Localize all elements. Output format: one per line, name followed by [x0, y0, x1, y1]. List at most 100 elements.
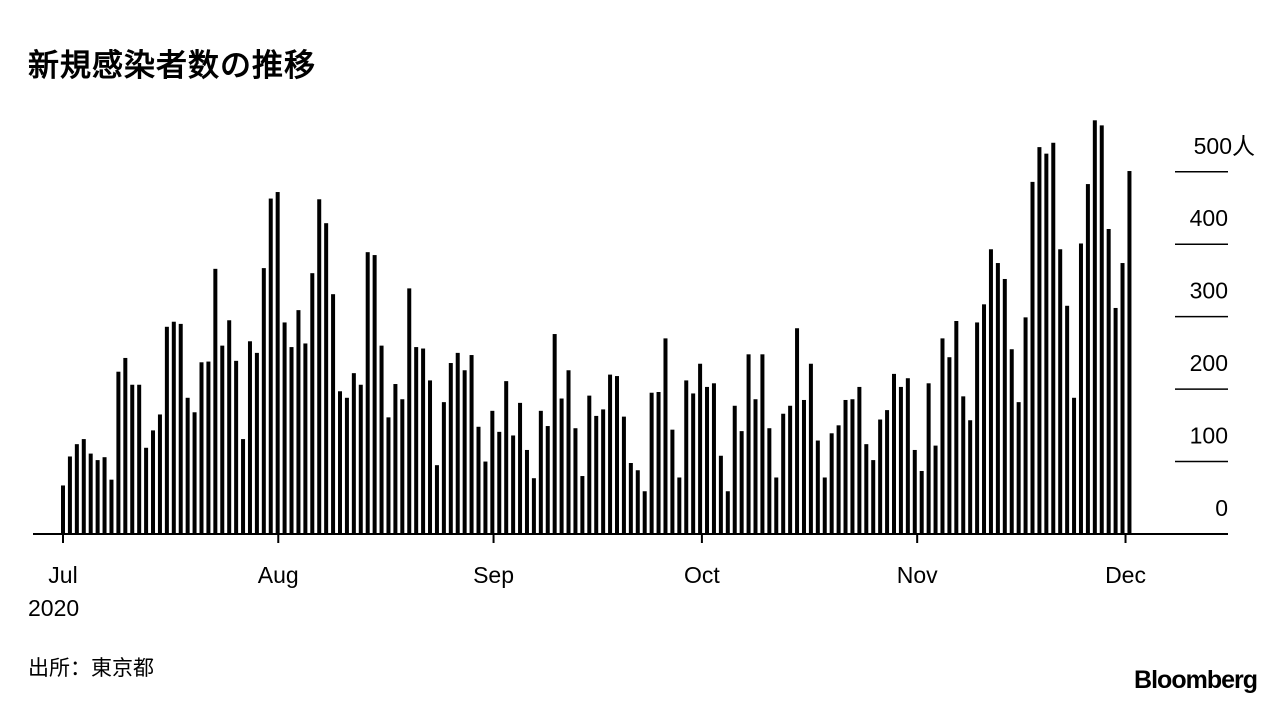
bar: [511, 435, 516, 534]
bar: [677, 477, 682, 534]
bar: [393, 384, 398, 534]
bar: [81, 439, 86, 534]
y-ticks: 0 100 200 300 400 500人: [1190, 133, 1255, 521]
bar: [67, 456, 72, 534]
bar: [566, 370, 571, 534]
y-tick-label: 200: [1190, 350, 1228, 376]
bar: [580, 476, 585, 534]
x-ticks: Jul Aug Sep Oct Nov Dec: [48, 534, 1146, 588]
bar: [254, 352, 259, 535]
bar: [95, 460, 100, 534]
bar: [469, 355, 474, 534]
bar: [905, 378, 910, 534]
bloomberg-logo: Bloomberg: [1134, 666, 1258, 694]
chart-title: 新規感染者数の推移: [28, 48, 316, 83]
bar: [573, 428, 578, 534]
x-tick-label: Dec: [1105, 562, 1146, 588]
bar: [213, 268, 218, 534]
bar: [1037, 147, 1042, 534]
bar: [718, 455, 723, 534]
bar: [365, 252, 370, 535]
bar: [282, 322, 287, 534]
bar: [822, 477, 827, 534]
x-year-label: 2020: [28, 595, 79, 621]
bar: [1058, 249, 1063, 534]
bar: [1099, 125, 1104, 534]
bar: [836, 425, 841, 534]
bar: [926, 383, 931, 534]
gridlines: [1175, 171, 1228, 463]
y-tick-label: 400: [1190, 205, 1228, 231]
bar: [850, 399, 855, 534]
bar: [1016, 402, 1021, 534]
bar: [767, 428, 772, 534]
bar: [1085, 184, 1090, 534]
bar: [968, 420, 973, 534]
bar: [185, 397, 190, 534]
bar: [524, 449, 529, 534]
bar: [455, 352, 460, 535]
bar: [864, 444, 869, 534]
bar: [857, 386, 862, 534]
bar: [954, 321, 959, 534]
bar: [289, 347, 294, 534]
bar: [670, 429, 675, 534]
bar: [801, 399, 806, 534]
x-tick-label: Oct: [684, 562, 720, 588]
bar: [344, 397, 349, 534]
bar: [698, 363, 703, 534]
bar: [206, 361, 211, 534]
bar: [711, 383, 716, 534]
bar: [504, 381, 509, 534]
bar: [995, 263, 1000, 534]
bar: [753, 399, 758, 534]
bar: [497, 431, 502, 534]
bar: [1023, 317, 1028, 534]
bar: [351, 373, 356, 534]
bar: [628, 463, 633, 534]
bar: [912, 449, 917, 534]
bar: [518, 402, 523, 534]
y-tick-label: 0: [1215, 495, 1228, 521]
y-tick-label: 100: [1190, 423, 1228, 449]
bar: [961, 396, 966, 535]
bar: [829, 433, 834, 534]
bar: [116, 371, 121, 534]
x-tick-label: Nov: [897, 562, 938, 588]
bar: [635, 470, 640, 534]
bar: [448, 363, 453, 534]
bar: [933, 445, 938, 534]
bar: [732, 405, 737, 534]
bar: [1092, 120, 1097, 534]
bar: [109, 479, 114, 534]
bar: [774, 477, 779, 534]
bar: [601, 409, 606, 534]
bar: [268, 198, 273, 534]
bar: [808, 363, 813, 534]
bar: [746, 354, 751, 534]
bar: [358, 384, 363, 534]
bar: [144, 447, 149, 534]
bar: [296, 310, 301, 534]
bar: [885, 410, 890, 534]
bar: [552, 334, 557, 534]
bar: [137, 384, 142, 534]
bar: [421, 348, 426, 534]
bar: [878, 419, 883, 534]
source-note: 出所：東京都: [28, 657, 154, 680]
bar: [88, 453, 93, 534]
bar: [898, 386, 903, 534]
bar: [705, 386, 710, 534]
bar: [1009, 349, 1014, 534]
bar: [975, 322, 980, 534]
bar: [559, 398, 564, 534]
y-tick-label: 300: [1190, 278, 1228, 304]
bar: [871, 460, 876, 534]
bar: [483, 461, 488, 534]
bar: [684, 380, 689, 534]
bar: [164, 326, 169, 534]
bar: [649, 392, 654, 534]
bar: [1002, 278, 1007, 534]
bar: [199, 362, 204, 534]
